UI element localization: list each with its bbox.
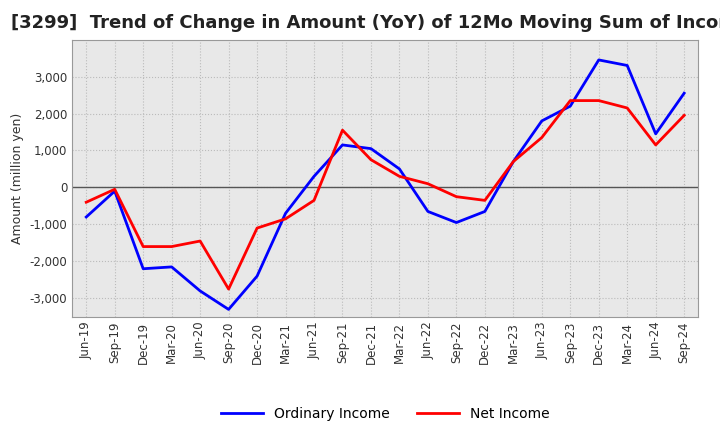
Net Income [82, 200, 91, 205]
Ordinary Income [282, 211, 290, 216]
Net Income [110, 187, 119, 192]
Ordinary Income [566, 103, 575, 109]
Net Income [282, 216, 290, 221]
Net Income [225, 286, 233, 292]
Ordinary Income [480, 209, 489, 214]
Net Income [537, 135, 546, 140]
Line: Net Income: Net Income [86, 101, 684, 289]
Net Income [139, 244, 148, 249]
Ordinary Income [623, 63, 631, 68]
Ordinary Income [225, 307, 233, 312]
Net Income [338, 128, 347, 133]
Ordinary Income [338, 142, 347, 147]
Ordinary Income [310, 174, 318, 179]
Net Income [423, 181, 432, 187]
Ordinary Income [652, 131, 660, 136]
Net Income [680, 113, 688, 118]
Ordinary Income [82, 214, 91, 220]
Ordinary Income [196, 288, 204, 293]
Net Income [566, 98, 575, 103]
Ordinary Income [509, 159, 518, 164]
Net Income [509, 159, 518, 164]
Ordinary Income [595, 57, 603, 62]
Ordinary Income [537, 118, 546, 124]
Ordinary Income [395, 166, 404, 172]
Net Income [595, 98, 603, 103]
Net Income [196, 238, 204, 244]
Net Income [310, 198, 318, 203]
Net Income [395, 174, 404, 179]
Ordinary Income [680, 91, 688, 96]
Ordinary Income [423, 209, 432, 214]
Net Income [623, 105, 631, 110]
Net Income [452, 194, 461, 199]
Y-axis label: Amount (million yen): Amount (million yen) [11, 113, 24, 244]
Ordinary Income [167, 264, 176, 270]
Ordinary Income [110, 188, 119, 194]
Net Income [366, 157, 375, 162]
Ordinary Income [452, 220, 461, 225]
Ordinary Income [366, 146, 375, 151]
Line: Ordinary Income: Ordinary Income [86, 60, 684, 309]
Ordinary Income [139, 266, 148, 271]
Net Income [652, 142, 660, 147]
Net Income [167, 244, 176, 249]
Legend: Ordinary Income, Net Income: Ordinary Income, Net Income [215, 401, 555, 426]
Net Income [253, 225, 261, 231]
Net Income [480, 198, 489, 203]
Ordinary Income [253, 274, 261, 279]
Title: [3299]  Trend of Change in Amount (YoY) of 12Mo Moving Sum of Incomes: [3299] Trend of Change in Amount (YoY) o… [11, 15, 720, 33]
